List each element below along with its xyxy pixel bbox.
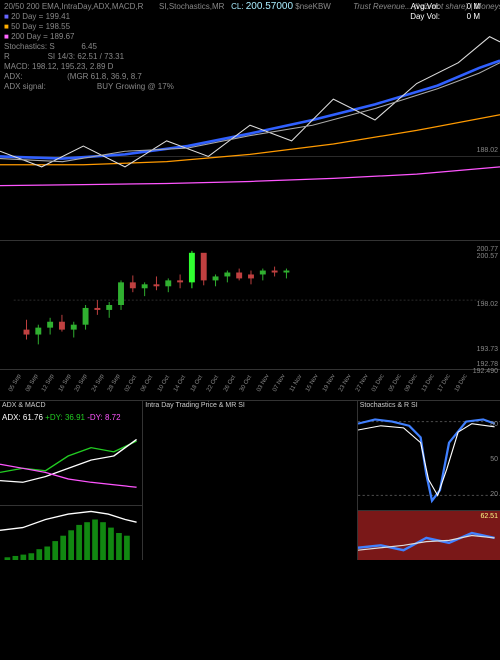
ema50-marker: ■ [4,22,9,31]
candle-axis-label: 198.02 [477,301,498,308]
date-tick: 22 Oct [206,375,220,393]
ema50-value: 198.55 [46,22,70,31]
date-tick: 10 Oct [157,375,171,393]
date-tick: 19 Nov [322,374,337,393]
date-tick: 15 Nov [305,374,320,393]
stochastics-panel[interactable]: Stochastics & R SI 80 50 20 62.51 [357,400,500,560]
date-tick: 14 Oct [173,375,187,393]
stoch-axis-label: 20 [490,491,498,498]
candle-chart[interactable]: 200.77200.57198.02193.73192.78192.490 [0,240,500,370]
date-tick: 16 Sep [58,374,73,393]
stoch-label: Stochastics: S [4,42,55,51]
date-tick: 27 Nov [355,374,370,393]
date-tick: 08 Sep [25,374,40,393]
date-tick: 23 Nov [338,374,353,393]
date-tick: 19 Dec [454,374,469,393]
date-tick: 06 Oct [140,375,154,393]
candle-axis-label: 200.57 [477,253,498,260]
date-tick: 13 Dec [421,374,436,393]
avg-vol-label: Avg.Vol: [411,2,440,12]
date-tick: 09 Dec [404,374,419,393]
chart-header: 20/50 200 EMA,IntraDay,ADX,MACD,R SI,Sto… [0,0,500,60]
date-tick: 20 Sep [74,374,89,393]
ema20-value: 199.41 [46,12,70,21]
rsi-label: R [4,52,10,61]
stoch-value: 6.45 [81,42,97,51]
macd-label: MACD: [4,62,30,71]
adx-label: ADX: [4,72,23,81]
date-tick: 18 Oct [190,375,204,393]
date-tick: 12 Sep [41,374,56,393]
ticker: $nseKBW [295,2,331,11]
date-tick: 05 Sep [8,374,23,393]
adx-text: (MGR 61.8, 36.9, 8.7 [67,72,142,81]
ema50-label: 50 Day = [11,22,43,31]
indicators-list-1: 20/50 200 EMA,IntraDay,ADX,MACD,R [4,2,143,11]
ema200-value: 189.67 [50,32,74,41]
stoch-axis-label: 50 [490,456,498,463]
adx-title: ADX & MACD [2,402,46,409]
intraday-panel[interactable]: Intra Day Trading Price & MR SI [142,400,356,560]
day-vol-value: 0 M [467,12,480,22]
rsi-subpanel: 62.51 [358,510,500,560]
date-axis: 05 Sep08 Sep12 Sep16 Sep20 Sep24 Sep28 S… [0,372,500,397]
price-axis-label: 188.02 [477,147,498,154]
date-tick: 26 Oct [223,375,237,393]
rsi-text: SI 14/3: 62.51 / 73.31 [48,52,125,61]
date-tick: 24 Sep [91,374,106,393]
candle-axis-label: 193.73 [477,346,498,353]
date-tick: 28 Sep [107,374,122,393]
date-tick: 03 Nov [256,374,271,393]
ema200-label: 200 Day = [11,32,48,41]
indicators-list-2: SI,Stochastics,MR [159,2,224,11]
adx-signal-label: ADX signal: [4,82,46,91]
intra-title: Intra Day Trading Price & MR SI [145,402,245,409]
date-tick: 11 Nov [289,374,303,393]
date-tick: 05 Dec [388,374,403,393]
adx-macd-panel[interactable]: ADX & MACD ADX: 61.76 +DY: 36.91 -DY: 8.… [0,400,142,560]
date-tick: 02 Oct [124,375,138,393]
avg-vol-value: 0 M [467,2,480,12]
ema20-marker: ■ [4,12,9,21]
macd-text: 198.12, 195.23, 2.89 D [32,62,113,71]
date-tick: 17 Dec [437,374,452,393]
date-tick: 07 Nov [272,374,287,393]
candle-axis-label: 200.77 [477,246,498,253]
date-tick: 30 Oct [239,375,253,393]
ema200-marker: ■ [4,32,9,41]
adx-signal-text: BUY Growing @ 17% [97,82,174,91]
close-label: CL: [231,2,243,11]
rsi-value-label: 62.51 [480,513,498,520]
date-tick: 01 Dec [371,374,386,393]
ema20-label: 20 Day = [11,12,43,21]
stoch-title: Stochastics & R SI [360,402,418,409]
stoch-axis-label: 80 [490,421,498,428]
candle-axis-label: 192.78 [477,361,498,368]
day-vol-label: Day Vol: [410,12,440,22]
close-value: 200.57000 [246,1,293,12]
indicator-panels: ADX & MACD ADX: 61.76 +DY: 36.91 -DY: 8.… [0,400,500,560]
adx-readout: ADX: 61.76 +DY: 36.91 -DY: 8.72 [2,413,121,422]
